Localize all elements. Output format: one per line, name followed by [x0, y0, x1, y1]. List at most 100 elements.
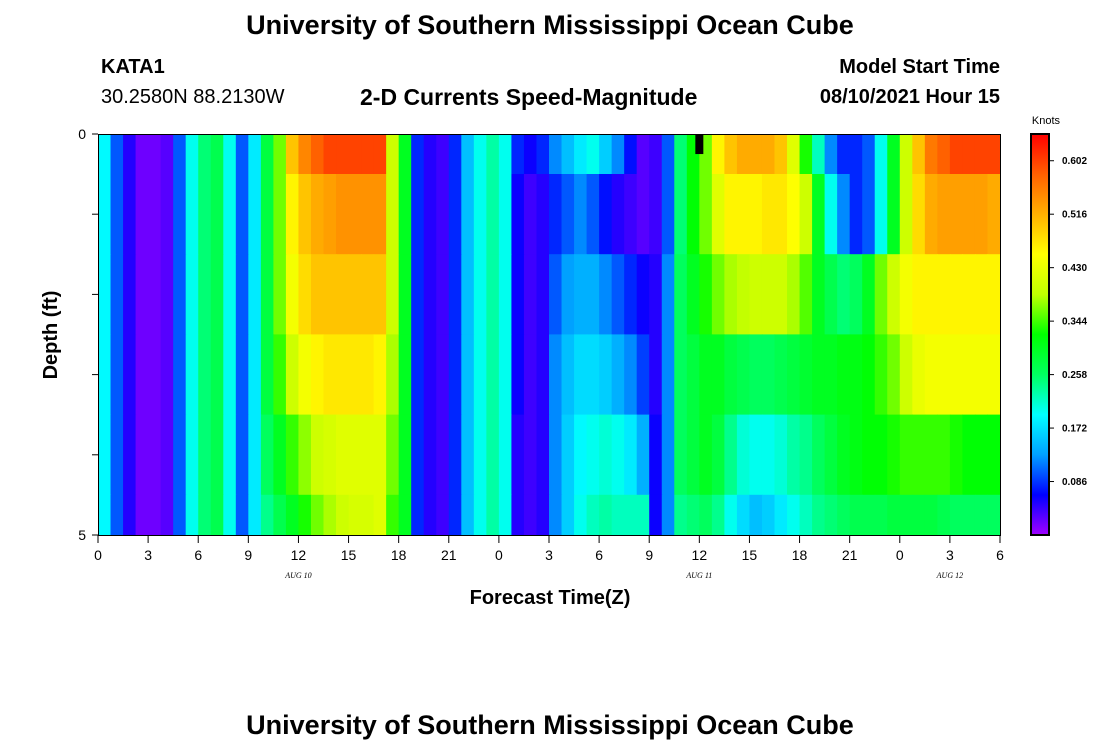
- heatmap-cell: [348, 414, 362, 496]
- heatmap-cell: [198, 134, 212, 175]
- heatmap-cell: [373, 254, 387, 335]
- heatmap-cell: [674, 494, 688, 536]
- heatmap-cell: [110, 174, 124, 255]
- heatmap-cell: [787, 414, 801, 496]
- heatmap-cell: [173, 414, 187, 496]
- heatmap-cell: [411, 334, 425, 416]
- station-coordinates: 30.2580N 88.2130W: [101, 86, 285, 108]
- heatmap-cell: [949, 254, 964, 335]
- heatmap-cell: [899, 174, 913, 255]
- heatmap-cell: [812, 174, 826, 255]
- heatmap-cell: [611, 134, 625, 175]
- heatmap-cell: [486, 414, 500, 496]
- colorbar-unit: Knots: [1032, 115, 1061, 127]
- heatmap-cell: [486, 334, 500, 416]
- heatmap-cell: [649, 254, 663, 335]
- heatmap-cell: [123, 174, 137, 255]
- colorbar-gradient: [1030, 133, 1050, 536]
- heatmap-cell: [874, 174, 888, 255]
- heatmap-cell: [498, 174, 513, 255]
- heatmap-cell: [361, 134, 375, 175]
- heatmap-cell: [348, 494, 362, 536]
- heatmap-cell: [486, 254, 500, 335]
- heatmap-cell: [824, 134, 838, 175]
- heatmap-cell: [185, 494, 199, 536]
- x-tick-label: 15: [341, 547, 357, 563]
- heatmap-cell: [837, 334, 851, 416]
- heatmap-cell: [123, 414, 137, 496]
- date-label: AUG 11: [685, 571, 712, 580]
- heatmap-cell: [774, 254, 788, 335]
- heatmap-cell: [549, 494, 563, 536]
- heatmap-cell: [849, 494, 863, 536]
- heatmap-cell: [937, 134, 951, 175]
- heatmap-cell: [336, 494, 350, 536]
- heatmap-cell: [636, 334, 650, 416]
- heatmap-cell: [536, 174, 550, 255]
- heatmap-cell: [987, 414, 1001, 496]
- heatmap-cell: [599, 254, 613, 335]
- heatmap-cell: [736, 494, 751, 536]
- heatmap-cell: [273, 334, 287, 416]
- heatmap-cell: [373, 174, 387, 255]
- heatmap-cell: [173, 334, 187, 416]
- heatmap-cell: [812, 494, 826, 536]
- heatmap-cell: [824, 334, 838, 416]
- heatmap-cell: [799, 174, 813, 255]
- colorbar-tick-label: 0.344: [1062, 317, 1087, 328]
- x-tick-label: 6: [194, 547, 202, 563]
- heatmap-cell: [962, 414, 976, 496]
- heatmap-cell: [348, 134, 362, 175]
- heatmap-cell: [536, 334, 550, 416]
- heatmap-cell: [448, 254, 462, 335]
- heatmap-cell: [699, 254, 713, 335]
- heatmap-cell: [235, 254, 249, 335]
- heatmap-cell: [799, 334, 813, 416]
- heatmap-cell: [148, 334, 162, 416]
- heatmap-cell: [448, 134, 462, 175]
- heatmap-cell: [862, 334, 876, 416]
- heatmap-cell: [661, 414, 675, 496]
- heatmap-cell: [736, 414, 751, 496]
- heatmap-cell: [962, 494, 976, 536]
- heatmap-cell: [624, 494, 638, 536]
- heatmap-cell: [661, 174, 675, 255]
- heatmap-cell: [787, 174, 801, 255]
- heatmap-cell: [624, 334, 638, 416]
- heatmap-cell: [586, 134, 600, 175]
- heatmap-cell: [123, 334, 137, 416]
- heatmap-cell: [724, 414, 738, 496]
- heatmap-cell: [298, 334, 312, 416]
- heatmap-cell: [674, 254, 688, 335]
- heatmap-cell: [423, 174, 437, 255]
- heatmap-cell: [686, 414, 700, 496]
- heatmap-cell: [523, 254, 538, 335]
- heatmap-cell: [824, 254, 838, 335]
- heatmap-cell: [661, 334, 675, 416]
- heatmap-cell: [135, 254, 149, 335]
- heatmap-cell: [285, 254, 300, 335]
- heatmap-cell: [173, 254, 187, 335]
- heatmap-cell: [586, 334, 600, 416]
- heatmap-cell: [787, 254, 801, 335]
- heatmap-cell: [749, 334, 763, 416]
- heatmap-cell: [887, 414, 901, 496]
- heatmap-cell: [799, 414, 813, 496]
- heatmap-cell: [824, 414, 838, 496]
- heatmap-cell: [498, 254, 513, 335]
- heatmap-cell: [937, 414, 951, 496]
- heatmap-cell: [473, 134, 487, 175]
- heatmap-cell: [987, 134, 1001, 175]
- x-tick-label: 3: [545, 547, 553, 563]
- heatmap-cell: [173, 134, 187, 175]
- heatmap-cell: [461, 174, 475, 255]
- heatmap-cell: [361, 334, 375, 416]
- x-axis-label: Forecast Time(Z): [470, 587, 631, 609]
- heatmap-cell: [323, 174, 337, 255]
- x-tick-label: 18: [391, 547, 407, 563]
- heatmap-cell: [574, 134, 588, 175]
- heatmap-cell: [561, 134, 575, 175]
- heatmap-cell: [549, 414, 563, 496]
- heatmap-cell: [486, 494, 500, 536]
- heatmap-cell: [336, 334, 350, 416]
